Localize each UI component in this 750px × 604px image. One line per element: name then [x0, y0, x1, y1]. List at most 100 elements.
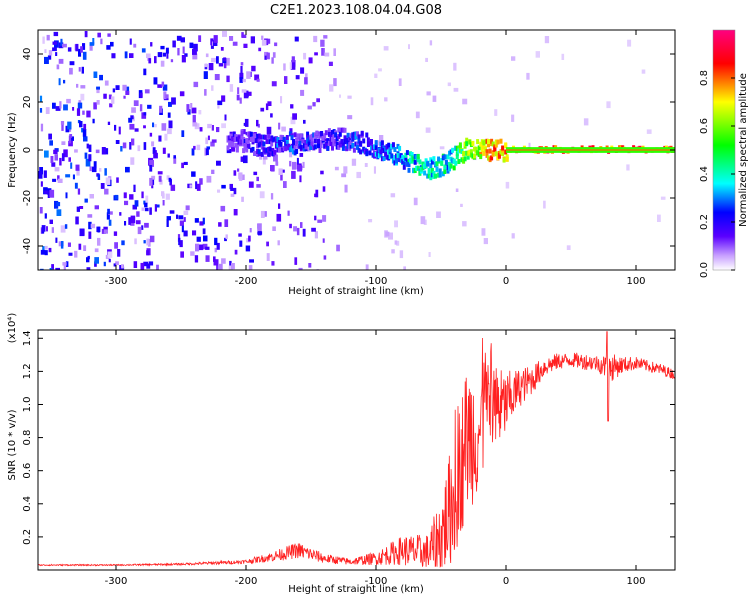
spectrogram-cell: [365, 264, 369, 270]
spectrogram-cell: [449, 163, 453, 169]
spectrogram-cell: [165, 193, 170, 200]
spectrogram-cell: [455, 188, 459, 192]
spectrogram-cell: [44, 56, 49, 64]
spectrogram-cell: [49, 219, 53, 224]
spectrogram-cell: [216, 127, 220, 133]
spectrogram-cell: [239, 97, 242, 104]
spectrogram-cell: [488, 148, 492, 154]
snr-xtick-label: -100: [365, 576, 388, 587]
spectrogram-cell: [129, 194, 134, 200]
spectrogram-cell: [111, 96, 115, 104]
spectrogram-cell: [39, 108, 43, 113]
spectrogram-cell: [216, 265, 219, 270]
spectrogram-cell: [276, 137, 280, 142]
spectrogram-cell: [388, 147, 392, 153]
spectrogram-cell: [343, 166, 348, 174]
spectrogram-cell: [390, 153, 394, 159]
spectrogram-cell: [583, 118, 589, 126]
spectrogram-cell: [289, 223, 292, 229]
spectrogram-cell: [292, 113, 297, 120]
spectrogram-cell: [89, 194, 94, 199]
spectrogram-cell: [320, 131, 324, 137]
spectrogram-cell: [137, 145, 141, 152]
spectrogram-cell: [276, 143, 280, 149]
spectrogram-cell: [83, 245, 87, 251]
spectrogram-cell: [427, 173, 431, 179]
spectrogram-cell: [276, 147, 280, 153]
spectrogram-cell: [412, 167, 416, 173]
spectrogram-cell: [131, 107, 136, 113]
spectrogram-cell: [460, 203, 463, 207]
spectrogram-cell: [49, 268, 53, 270]
spectrogram-cell: [250, 36, 255, 44]
spectrogram-cell: [245, 147, 249, 153]
spectrogram-cell: [82, 43, 86, 50]
spectrogram-cell: [47, 55, 52, 60]
spectrogram-cell: [45, 245, 48, 250]
spectrogram-cell: [202, 243, 208, 250]
spectrogram-cell: [169, 210, 175, 214]
spectrogram-cell: [186, 104, 190, 112]
spectrogram-cell: [293, 226, 297, 232]
spectrogram-cell: [430, 167, 434, 173]
spectrogram-cell: [108, 94, 112, 100]
spectrogram-cell: [351, 132, 355, 138]
spectrogram-cell: [68, 252, 73, 256]
spectrogram-cell: [303, 52, 307, 60]
spectrogram-cell: [295, 149, 299, 154]
colorbar-tick-label: 0.0: [699, 262, 710, 278]
spectrogram-cell: [271, 57, 274, 64]
spectrogram-cell: [128, 117, 133, 123]
spectrogram-cell: [189, 184, 192, 188]
spectrogram-cell: [378, 68, 382, 72]
spectrogram-cell: [327, 128, 331, 134]
spectrogram-cell: [116, 177, 119, 183]
spectrogram-cell: [455, 146, 459, 151]
spectrogram-cell: [276, 213, 282, 222]
spectrogram-cell: [162, 84, 168, 91]
spectrogram-xtick-label: 100: [626, 276, 645, 287]
spectrogram-cell: [281, 169, 285, 173]
spectrogram-cell: [239, 240, 243, 247]
spectrogram-cell: [356, 141, 359, 147]
spectrogram-cell: [310, 141, 314, 147]
spectrogram-cell: [133, 43, 137, 48]
spectrogram-cell: [88, 231, 92, 239]
spectrogram-cell: [394, 240, 398, 245]
spectrogram-cell: [402, 164, 406, 170]
spectrogram-cell: [67, 242, 71, 247]
spectrogram-cell: [232, 131, 236, 137]
spectrogram-cell: [291, 170, 296, 179]
spectrogram-marks: [38, 31, 675, 270]
spectrogram-cell: [266, 241, 269, 247]
spectrogram-cell: [121, 264, 124, 269]
spectrogram-cell: [298, 140, 302, 146]
spectrogram-cell: [374, 73, 378, 78]
spectrogram-cell: [42, 246, 45, 253]
spectrogram-cell: [166, 216, 171, 221]
spectrogram-cell: [385, 144, 389, 150]
spectrogram-cell: [105, 177, 111, 185]
spectrogram-cell: [280, 173, 283, 181]
spectrogram-cell: [460, 157, 464, 163]
spectrogram-cell: [233, 170, 237, 176]
spectrogram-cell: [229, 260, 232, 268]
spectrogram-cell: [179, 91, 185, 97]
spectrogram-cell: [236, 94, 240, 101]
spectrogram-cell: [435, 161, 439, 167]
spectrogram-cell: [242, 148, 246, 154]
spectrogram-cell: [106, 45, 111, 50]
spectrogram-cell: [453, 87, 459, 92]
spectrogram-cell: [443, 164, 447, 170]
spectrogram-cell: [81, 66, 84, 74]
spectrogram-cell: [293, 132, 297, 138]
spectrogram-cell: [304, 139, 308, 145]
spectrogram-cell: [192, 114, 196, 123]
spectrogram-cell: [54, 200, 59, 209]
spectrogram-cell: [233, 209, 238, 216]
spectrogram-cell: [300, 67, 305, 74]
spectrogram-cell: [107, 33, 111, 37]
spectrogram-cell: [341, 173, 347, 178]
